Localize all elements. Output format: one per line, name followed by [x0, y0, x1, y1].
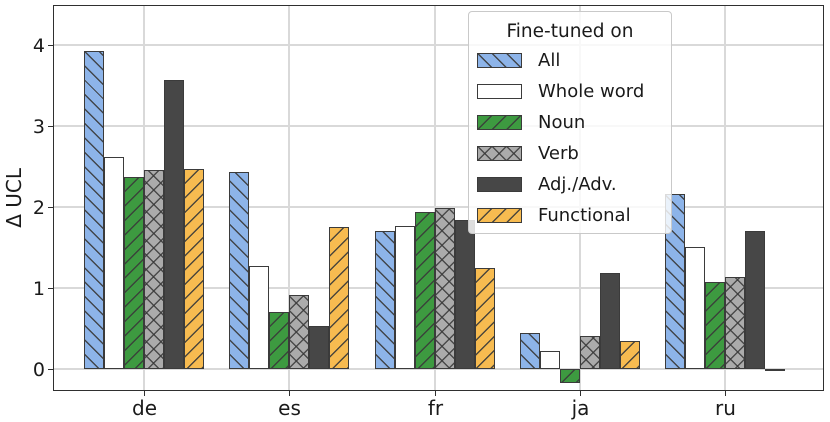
bar-functional-es: [329, 227, 349, 369]
legend-label-all: All: [538, 50, 561, 71]
bar-noun-de: [124, 177, 144, 369]
legend-label-whole-word: Whole word: [538, 81, 645, 102]
legend-swatch-all: [477, 53, 522, 68]
legend-item-verb: Verb: [469, 138, 671, 169]
x-tick-label-fr: fr: [427, 395, 444, 420]
x-tick-ru: [724, 391, 727, 396]
legend-title: Fine-tuned on: [506, 21, 634, 42]
bar-noun-ja: [560, 369, 580, 383]
bar-adj-adv-ja: [600, 272, 620, 369]
legend-swatch-whole-word: [477, 84, 522, 99]
legend-label-adj-adv: Adj./Adv.: [538, 174, 617, 195]
y-tick-label-2: 2: [32, 196, 45, 219]
legend-item-adj-adv: Adj./Adv.: [469, 169, 671, 200]
bar-all-de: [84, 50, 104, 369]
gridline-x-fr: [434, 6, 436, 390]
bar-verb-es: [289, 295, 309, 369]
legend-label-verb: Verb: [538, 143, 579, 164]
y-tick-label-0: 0: [32, 358, 45, 381]
legend-swatch-adj-adv: [477, 177, 522, 192]
x-tick-label-ja: ja: [571, 395, 590, 420]
x-tick-es: [288, 391, 291, 396]
gridline-y-4: [54, 44, 823, 46]
bar-verb-fr: [435, 207, 455, 369]
bar-all-ja: [520, 332, 540, 369]
bar-verb-ru: [725, 277, 745, 369]
bar-whole-word-ru: [685, 246, 705, 369]
bar-all-ru: [665, 194, 685, 369]
y-tick-3: [48, 125, 53, 128]
bar-functional-ja: [620, 340, 640, 369]
bar-adj-adv-es: [309, 326, 329, 369]
bar-whole-word-ja: [540, 351, 560, 369]
bar-whole-word-es: [249, 266, 269, 369]
bar-noun-fr: [415, 211, 435, 369]
bar-noun-ru: [705, 282, 725, 369]
legend-label-noun: Noun: [538, 112, 586, 133]
x-tick-label-es: es: [278, 395, 301, 420]
legend-swatch-noun: [477, 115, 522, 130]
bar-whole-word-de: [104, 156, 124, 369]
x-tick-label-de: de: [132, 395, 157, 420]
y-tick-label-1: 1: [32, 277, 45, 300]
gridline-y-0: [54, 368, 823, 370]
legend-label-functional: Functional: [538, 205, 631, 226]
bar-adj-adv-fr: [455, 219, 475, 369]
plot-area: [53, 5, 824, 391]
legend-swatch-verb: [477, 146, 522, 161]
legend-item-all: All: [469, 45, 671, 76]
x-tick-de: [143, 391, 146, 396]
bar-functional-ru: [765, 369, 785, 371]
legend-item-whole-word: Whole word: [469, 76, 671, 107]
gridline-x-ru: [724, 6, 726, 390]
bar-adj-adv-ru: [745, 231, 765, 369]
x-tick-fr: [434, 391, 437, 396]
y-tick-4: [48, 44, 53, 47]
bar-verb-ja: [580, 335, 600, 369]
legend-item-functional: Functional: [469, 200, 671, 231]
bar-functional-fr: [475, 267, 495, 369]
y-tick-0: [48, 368, 53, 371]
legend: Fine-tuned on All Whole word Noun Verb Adj./…: [468, 11, 672, 234]
gridline-y-2: [54, 206, 823, 208]
gridline-y-3: [54, 125, 823, 127]
y-tick-label-3: 3: [32, 115, 45, 138]
legend-item-noun: Noun: [469, 107, 671, 138]
x-tick-ja: [579, 391, 582, 396]
bar-adj-adv-de: [164, 79, 184, 369]
legend-swatch-functional: [477, 208, 522, 223]
bar-verb-de: [144, 169, 164, 369]
bar-whole-word-fr: [395, 226, 415, 369]
y-tick-label-4: 4: [32, 34, 45, 57]
bar-noun-es: [269, 312, 289, 369]
x-tick-label-ru: ru: [715, 395, 736, 420]
gridline-x-es: [288, 6, 290, 390]
bar-functional-de: [184, 168, 204, 369]
y-tick-1: [48, 287, 53, 290]
y-tick-2: [48, 206, 53, 209]
bar-all-fr: [375, 231, 395, 369]
bar-all-es: [229, 172, 249, 369]
